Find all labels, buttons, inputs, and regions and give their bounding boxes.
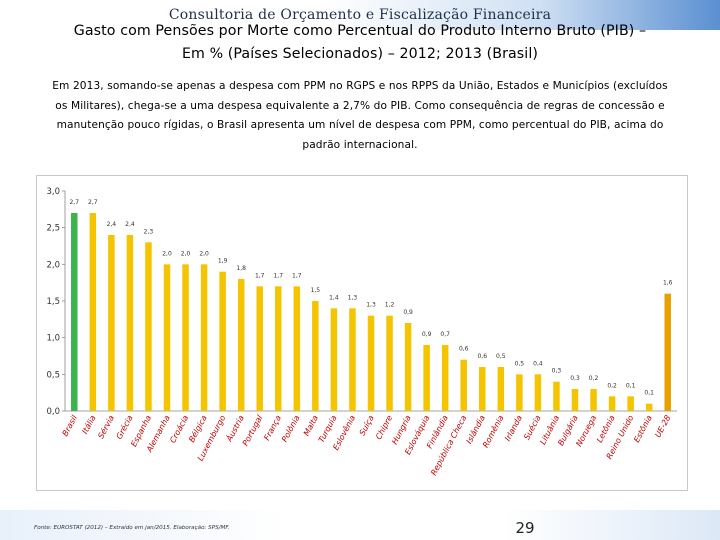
category-label: UE-28 xyxy=(653,414,672,439)
bar xyxy=(89,213,97,411)
bar xyxy=(441,345,449,411)
bar xyxy=(627,396,634,411)
bar xyxy=(645,403,653,411)
bar xyxy=(664,293,671,411)
y-tick-label: 1,5 xyxy=(46,297,60,307)
value-label: 1,3 xyxy=(366,302,376,309)
bar xyxy=(349,308,356,411)
bar xyxy=(293,286,301,411)
bar xyxy=(330,308,338,411)
page-title: Gasto com Pensões por Morte como Percent… xyxy=(40,20,680,66)
value-label: 0,6 xyxy=(477,353,487,360)
value-label: 0,7 xyxy=(440,331,450,338)
bar xyxy=(237,279,245,411)
category-label: Irlanda xyxy=(503,414,524,443)
value-label: 2,0 xyxy=(181,250,191,257)
bar xyxy=(126,235,134,411)
value-label: 0,3 xyxy=(570,375,580,382)
bar xyxy=(275,286,282,411)
bar xyxy=(219,271,226,411)
bar xyxy=(71,213,78,411)
y-tick-label: 2,0 xyxy=(46,260,60,270)
value-label: 0,6 xyxy=(459,346,469,353)
value-label: 0,3 xyxy=(552,368,562,375)
value-label: 0,5 xyxy=(496,353,506,360)
category-label: Sérvia xyxy=(95,413,116,440)
y-tick-label: 3,0 xyxy=(46,187,60,197)
value-label: 1,7 xyxy=(255,272,265,279)
bar xyxy=(571,389,579,411)
intro-line-3: manutenção pouco rígidas, o Brasil apres… xyxy=(56,119,664,131)
bar xyxy=(145,242,152,411)
bar xyxy=(256,286,263,411)
bar-chart: 3,0 2,5 2,0 1,5 1,0 0,5 0,0 2,7 Brasil 2,7 Itália 2… xyxy=(46,187,677,477)
title-line-1: Gasto com Pensões por Morte como Percent… xyxy=(73,23,647,39)
category-label: Grécia xyxy=(114,413,135,441)
intro-line-4: padrão internacional. xyxy=(302,138,418,151)
bar xyxy=(312,301,319,411)
value-label: 2,0 xyxy=(199,250,209,257)
value-label: 1,5 xyxy=(311,287,321,294)
footer-band xyxy=(0,510,720,540)
y-tick-label: 2,5 xyxy=(46,224,60,234)
bar xyxy=(163,264,171,411)
value-label: 1,8 xyxy=(236,265,246,272)
value-label: 0,2 xyxy=(589,375,599,382)
chart-frame: 3,0 2,5 2,0 1,5 1,0 0,5 0,0 2,7 Brasil 2,7 Itália 2… xyxy=(36,175,688,491)
bar xyxy=(423,345,430,411)
bar xyxy=(553,381,560,411)
value-label: 0,9 xyxy=(403,309,413,316)
category-label: Malta xyxy=(302,414,320,438)
value-label: 1,9 xyxy=(218,258,228,265)
category-label: Itália xyxy=(80,414,97,436)
value-label: 0,9 xyxy=(422,331,432,338)
bar xyxy=(367,315,375,411)
bar xyxy=(200,264,208,411)
value-label: 1,7 xyxy=(292,272,302,279)
value-label: 0,1 xyxy=(626,382,636,389)
value-label: 0,2 xyxy=(607,382,617,389)
category-label: Chipre xyxy=(374,414,394,441)
title-line-2: Em % (Países Selecionados) – 2012; 2013 … xyxy=(181,46,539,62)
value-label: 0,5 xyxy=(515,360,525,367)
y-tick-label: 1,0 xyxy=(46,334,60,344)
value-label: 0,4 xyxy=(533,360,543,367)
bar xyxy=(108,235,115,411)
bar xyxy=(404,323,412,411)
org-header: Consultoria de Orçamento e Fiscalização … xyxy=(168,7,552,23)
value-label: 2,7 xyxy=(88,199,98,206)
bar xyxy=(534,374,542,411)
value-label: 2,7 xyxy=(69,199,79,206)
value-label: 1,2 xyxy=(385,302,395,309)
value-label: 2,3 xyxy=(144,228,154,235)
bar xyxy=(386,315,393,411)
category-label: Suíça xyxy=(358,414,376,437)
bar xyxy=(497,367,505,411)
bar xyxy=(590,389,597,411)
y-tick-label: 0,0 xyxy=(46,407,60,417)
y-tick-label: 0,5 xyxy=(46,370,60,380)
value-label: 2,4 xyxy=(125,221,135,228)
bar xyxy=(182,264,189,411)
intro-paragraph: Em 2013, somando-se apenas a despesa com… xyxy=(28,77,692,155)
top-banner xyxy=(0,0,720,30)
value-label: 2,0 xyxy=(162,250,172,257)
page-number: 29 xyxy=(515,519,535,537)
bar xyxy=(479,367,486,411)
category-label: Brasil xyxy=(61,413,80,438)
value-label: 0,1 xyxy=(644,390,654,397)
source-note: Fonte: EUROSTAT (2012) – Extraído em jan… xyxy=(34,525,230,531)
bar xyxy=(608,396,616,411)
bar xyxy=(516,374,523,411)
bar xyxy=(460,359,467,411)
value-label: 1,6 xyxy=(663,280,673,287)
value-label: 1,4 xyxy=(329,294,339,301)
intro-line-2: os Militares), chega-se a uma despesa eq… xyxy=(55,99,665,112)
value-label: 2,4 xyxy=(107,221,117,228)
value-label: 1,7 xyxy=(273,272,283,279)
category-label: Suécia xyxy=(521,413,542,441)
intro-line-1: Em 2013, somando-se apenas a despesa com… xyxy=(52,80,668,92)
value-label: 1,3 xyxy=(348,294,358,301)
